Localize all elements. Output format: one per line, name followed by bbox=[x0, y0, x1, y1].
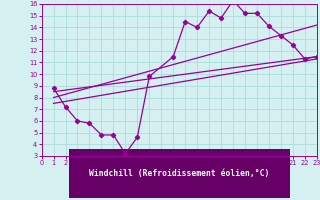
X-axis label: Windchill (Refroidissement éolien,°C): Windchill (Refroidissement éolien,°C) bbox=[89, 169, 269, 178]
